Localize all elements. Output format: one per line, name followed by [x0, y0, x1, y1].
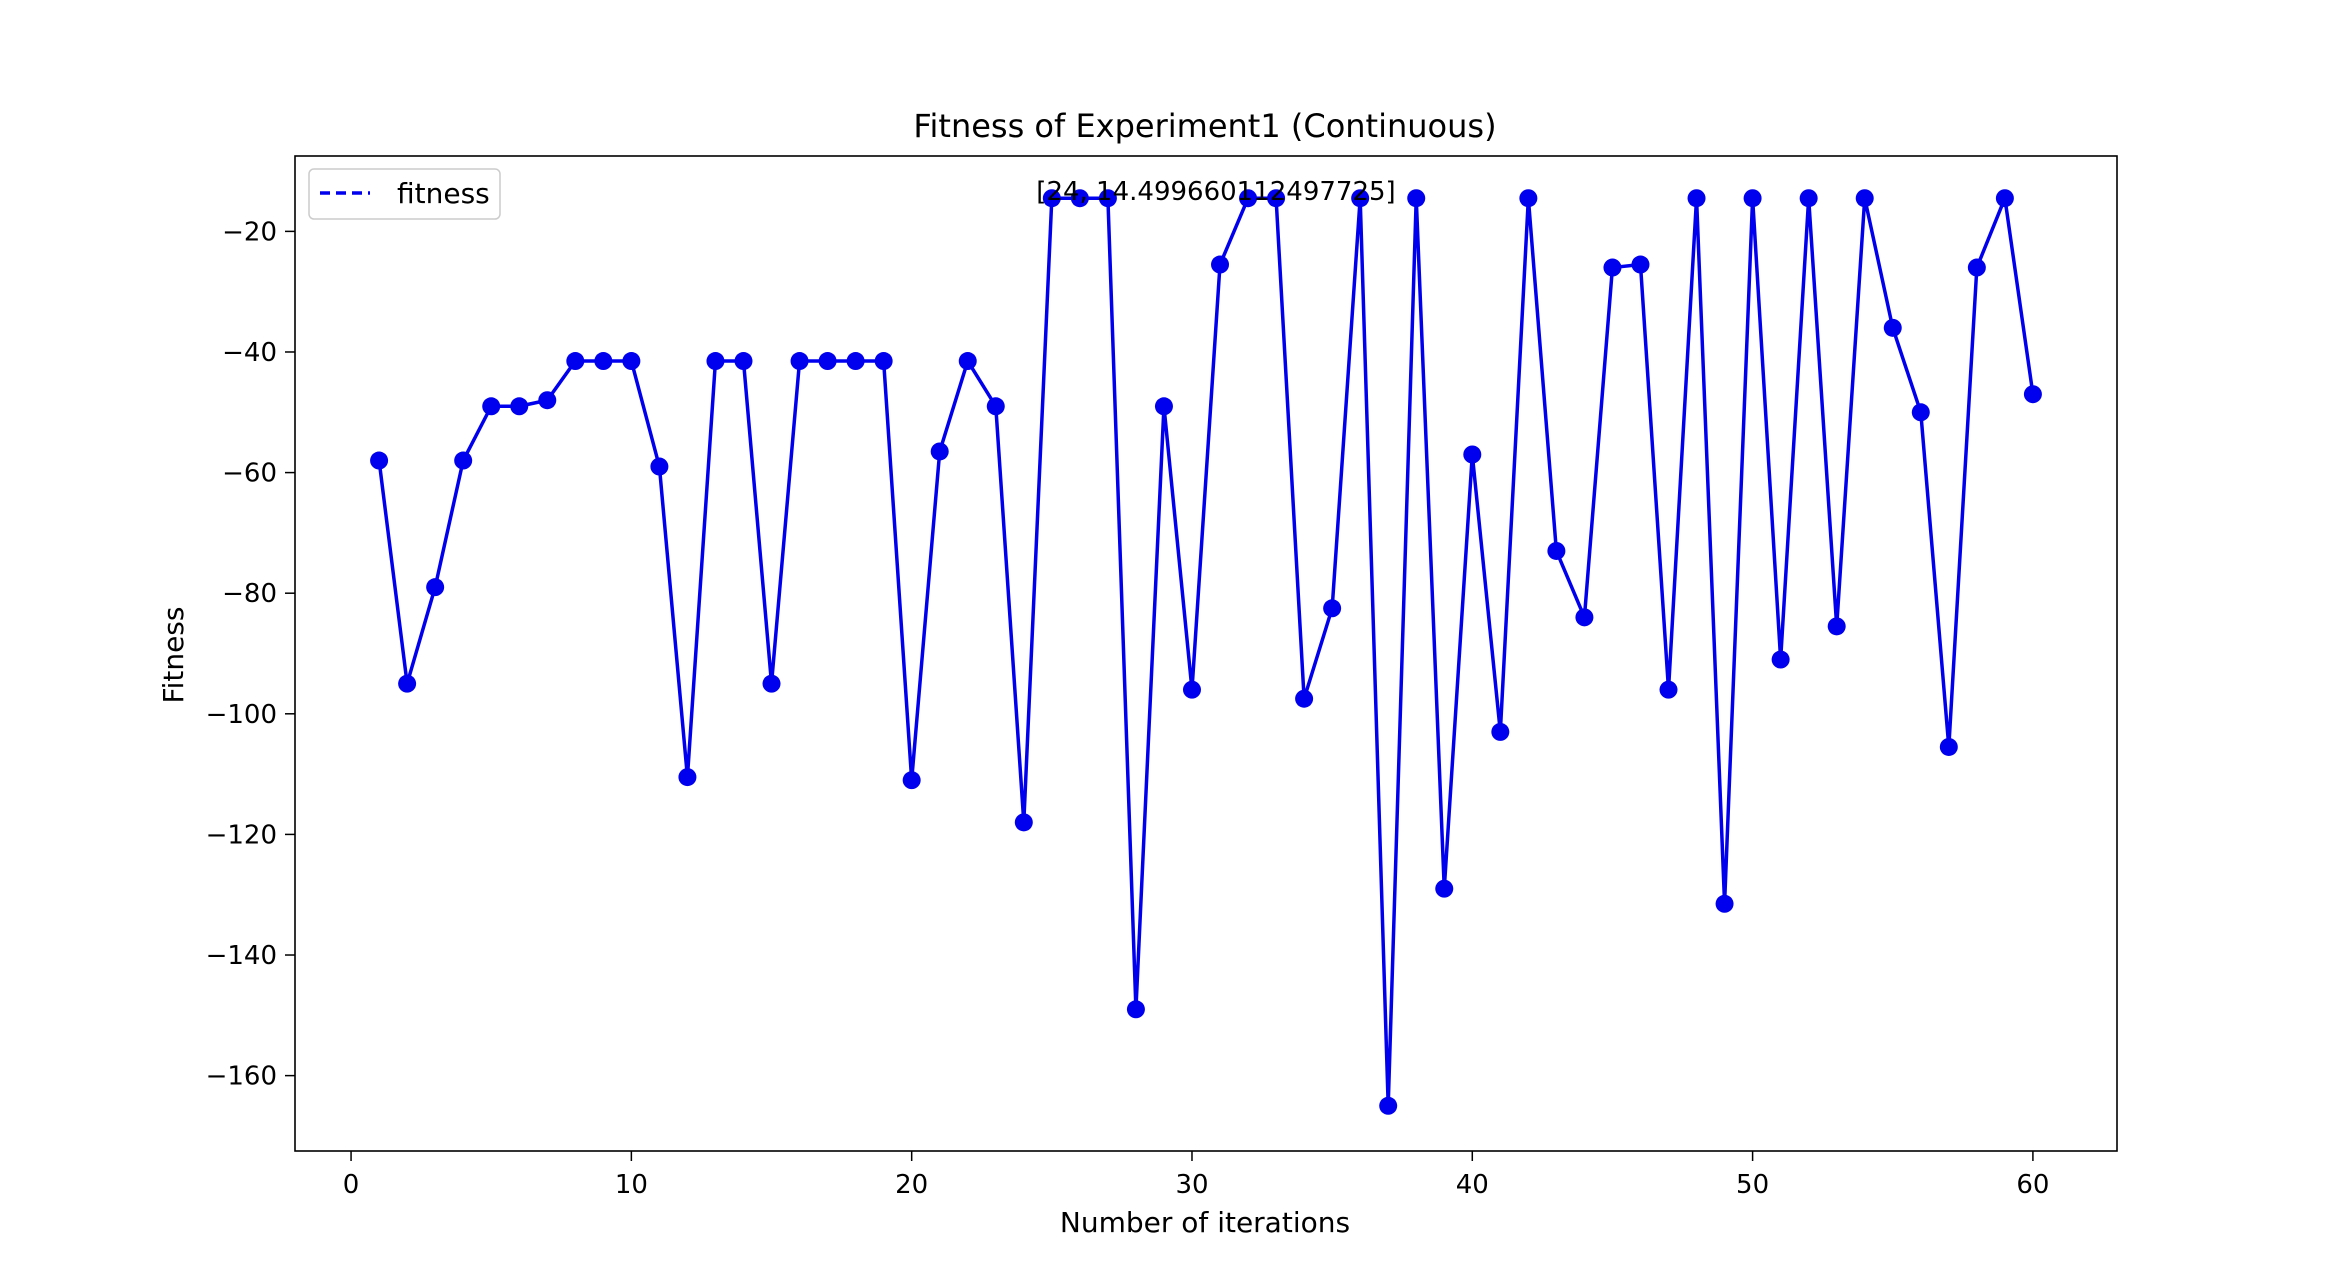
data-point	[790, 352, 809, 371]
chart-title: Fitness of Experiment1 (Continuous)	[913, 107, 1496, 145]
y-tick-label: −120	[206, 820, 277, 850]
y-tick-label: −140	[206, 941, 277, 971]
data-point	[1070, 189, 1089, 208]
y-tick-label: −100	[206, 700, 277, 730]
data-point	[426, 578, 445, 597]
plot-frame	[294, 155, 2118, 1152]
data-point	[986, 397, 1005, 416]
data-point	[930, 442, 949, 461]
series-layer	[370, 189, 2042, 1115]
y-tick-label: −40	[222, 338, 277, 368]
data-point	[1042, 189, 1061, 208]
x-tick-label: 40	[1456, 1170, 1489, 1200]
data-point	[1098, 189, 1117, 208]
data-point	[1435, 879, 1454, 898]
max-annotation: [24, 14.499660112497725]	[1036, 177, 1395, 207]
x-tick-label: 50	[1736, 1170, 1769, 1200]
x-tick-label: 60	[2016, 1170, 2049, 1200]
data-point	[1603, 258, 1622, 277]
data-point	[706, 352, 725, 371]
data-point	[1659, 680, 1678, 699]
data-point	[1743, 189, 1762, 208]
x-axis-label: Number of iterations	[1060, 1206, 1350, 1239]
data-point	[566, 352, 585, 371]
y-tick-label: −60	[222, 459, 277, 489]
x-axis: 0 10 20 30 40 50 60	[343, 1151, 2049, 1200]
data-point	[1855, 189, 1874, 208]
data-point	[734, 352, 753, 371]
data-point	[1575, 608, 1594, 627]
data-point	[482, 397, 501, 416]
data-point	[1351, 189, 1370, 208]
data-point	[454, 451, 473, 470]
data-point	[650, 457, 669, 476]
x-tick-label: 30	[1175, 1170, 1208, 1200]
data-point	[1547, 541, 1566, 560]
data-point	[1799, 189, 1818, 208]
data-point	[2023, 385, 2042, 404]
x-tick-label: 20	[895, 1170, 928, 1200]
data-point	[1827, 617, 1846, 636]
data-point	[1014, 813, 1033, 832]
data-point	[1323, 599, 1342, 618]
data-point	[1491, 722, 1510, 741]
data-point	[538, 391, 557, 410]
y-axis-label: Fitness	[157, 607, 190, 704]
data-point	[1995, 189, 2014, 208]
data-point	[594, 352, 613, 371]
data-point	[1771, 650, 1790, 669]
data-point	[398, 674, 417, 693]
data-point	[1407, 189, 1426, 208]
data-point	[1182, 680, 1201, 699]
y-tick-label: −160	[206, 1062, 277, 1092]
y-axis: −20 −40 −60 −80 −100 −120 −140 −160	[206, 217, 295, 1092]
data-point	[1687, 189, 1706, 208]
data-point	[1379, 1096, 1398, 1115]
legend-label: fitness	[397, 177, 490, 210]
data-point	[678, 768, 697, 787]
data-point	[846, 352, 865, 371]
data-point	[874, 352, 893, 371]
data-point	[1463, 445, 1482, 464]
fitness-line	[377, 196, 2035, 1108]
data-point	[1911, 403, 1930, 422]
x-tick-label: 10	[615, 1170, 648, 1200]
data-point	[370, 451, 389, 470]
data-point	[1883, 318, 1902, 337]
data-point	[1211, 255, 1230, 274]
legend-box	[308, 168, 501, 220]
data-point	[958, 352, 977, 371]
data-point	[1295, 689, 1314, 708]
data-point	[510, 397, 529, 416]
data-point	[1939, 737, 1958, 756]
data-point	[1239, 189, 1258, 208]
data-point	[1631, 255, 1650, 274]
y-tick-label: −20	[222, 217, 277, 247]
legend: fitness	[308, 168, 501, 220]
data-point	[762, 674, 781, 693]
x-tick-label: 0	[343, 1170, 360, 1200]
data-point	[818, 352, 837, 371]
data-point	[1154, 397, 1173, 416]
data-point	[902, 771, 921, 790]
data-point	[1126, 1000, 1145, 1019]
data-point	[622, 352, 641, 371]
data-point	[1519, 189, 1538, 208]
y-tick-label: −80	[222, 579, 277, 609]
data-point	[1967, 258, 1986, 277]
data-point	[1267, 189, 1286, 208]
data-point	[1715, 894, 1734, 913]
